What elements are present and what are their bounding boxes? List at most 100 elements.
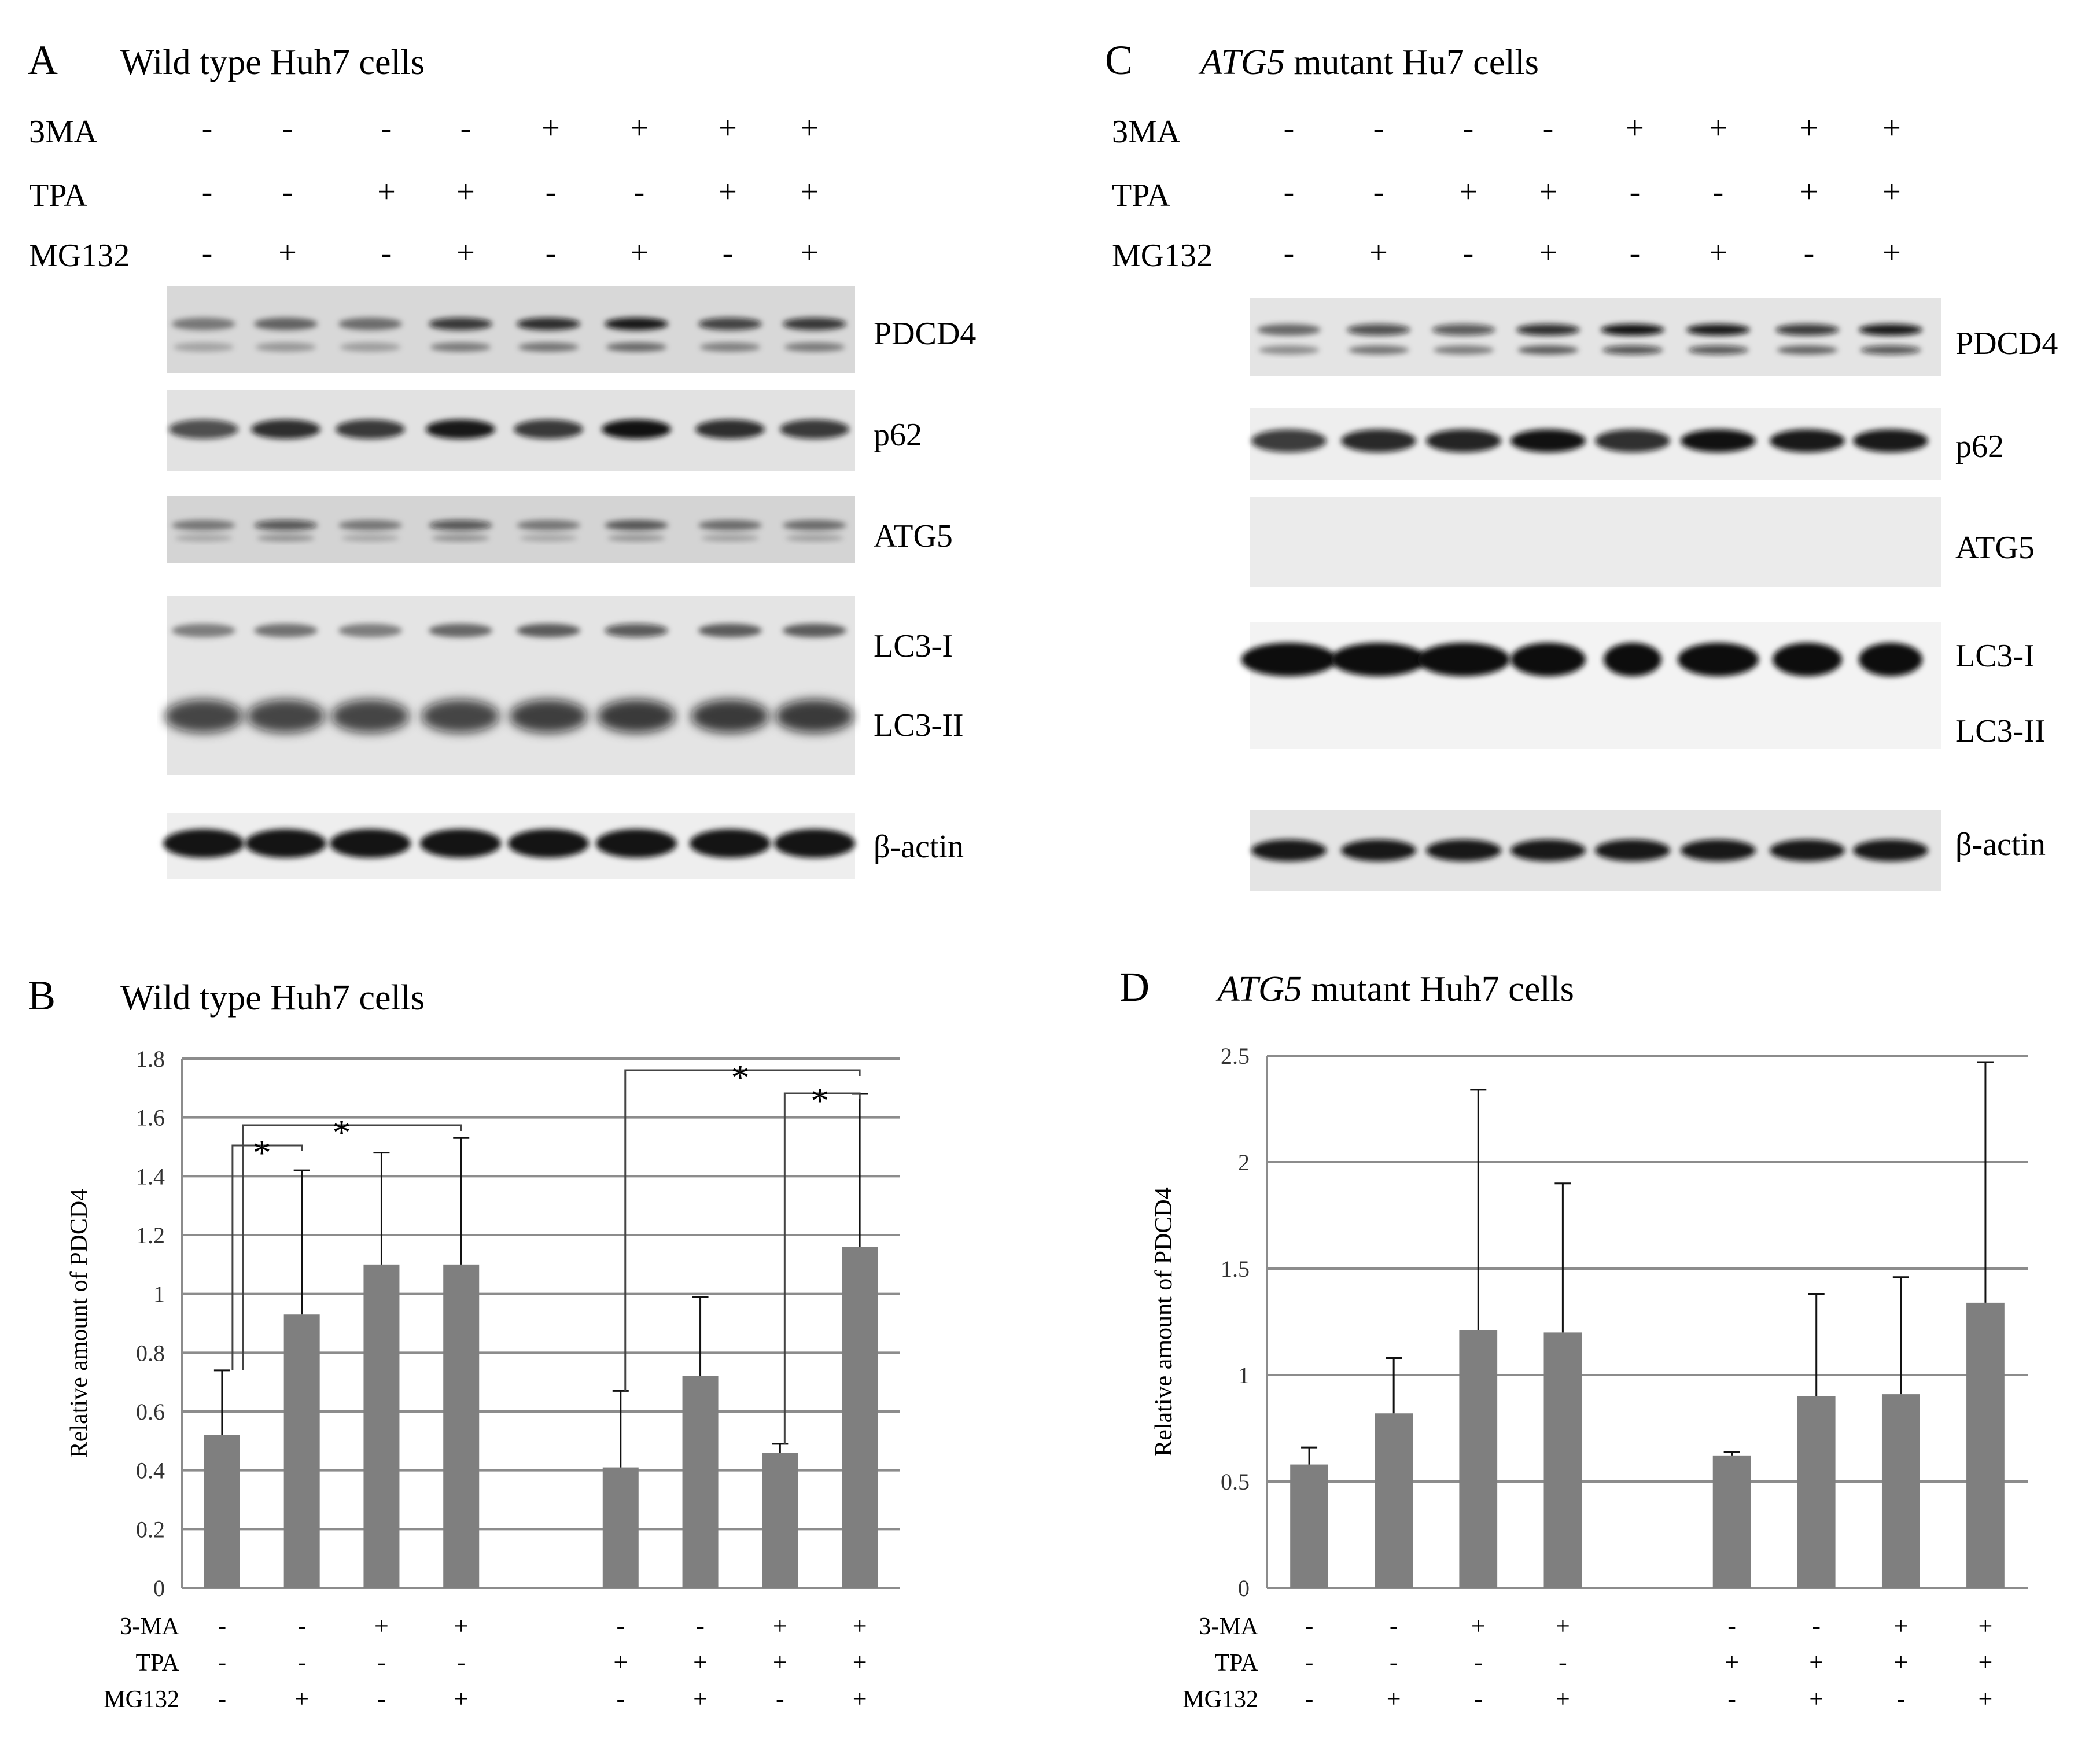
treatment-sign: + — [693, 1685, 708, 1713]
panel-a-treatment-sign: + — [278, 235, 297, 271]
panel-a-treatment-sign: + — [800, 174, 819, 210]
blot-label: ATG5 — [1955, 530, 2035, 566]
treatment-sign: - — [297, 1648, 306, 1676]
treatment-sign: + — [1809, 1685, 1823, 1713]
y-tick-label: 2.5 — [1221, 1043, 1250, 1069]
panel-c-treatment-name: 3MA — [1112, 114, 1181, 150]
band — [1341, 839, 1416, 861]
panel-c-treatment-sign: + — [1882, 235, 1901, 271]
band — [1859, 643, 1922, 676]
panel-c-title: ATG5 mutant Hu7 cells — [1198, 43, 1539, 82]
band — [1510, 839, 1586, 861]
panel-c-treatment-sign: - — [1463, 110, 1474, 146]
panel-a-blots — [163, 286, 855, 879]
panel-c-treatment-sign: + — [1539, 235, 1557, 271]
band — [784, 342, 845, 352]
band — [1681, 839, 1756, 861]
panel-b: B Wild type Huh7 cells 0 0.2 0.4 0.6 0.8 1 1.2… — [28, 972, 900, 1713]
treatment-sign: - — [1390, 1648, 1398, 1676]
panel-c-treatment-sign: + — [1709, 235, 1727, 271]
band — [336, 419, 405, 439]
band — [1516, 324, 1580, 336]
band — [1348, 345, 1409, 355]
panel-c-treatment-sign: + — [1539, 174, 1557, 210]
band — [1777, 345, 1838, 355]
band — [341, 535, 399, 541]
band — [517, 520, 580, 530]
y-tick-label: 0 — [1238, 1575, 1250, 1601]
band — [520, 535, 577, 541]
band — [1426, 839, 1501, 861]
band — [518, 342, 579, 352]
band — [508, 829, 589, 858]
blot-lc3 — [167, 596, 855, 775]
band — [255, 342, 316, 352]
band — [245, 829, 326, 858]
treatment-sign: + — [1979, 1612, 1993, 1640]
band — [429, 520, 492, 530]
band — [251, 419, 320, 439]
panel-c-treatment-name: TPA — [1112, 178, 1170, 213]
treatment-sign: + — [1893, 1648, 1908, 1676]
blot-pdcd4 — [1250, 298, 1941, 376]
treatment-name: 3-MA — [120, 1613, 179, 1640]
panel-c-blot-labels: PDCD4 p62 ATG5 LC3-I LC3-II β-actin — [1955, 326, 2058, 863]
band — [1773, 643, 1842, 676]
treatment-sign: - — [377, 1648, 386, 1676]
y-tick-label: 2 — [1238, 1149, 1250, 1175]
panel-c-treatment-sign: - — [1804, 235, 1815, 271]
treatment-sign: - — [776, 1685, 784, 1713]
panel-a: A Wild type Huh7 cells 3MA TPA MG132 - - -… — [28, 37, 976, 879]
band — [783, 520, 846, 530]
band — [1417, 643, 1510, 676]
band — [169, 419, 238, 439]
treatment-sign: - — [218, 1612, 227, 1640]
bar — [842, 1247, 878, 1588]
band — [690, 829, 771, 858]
treatment-sign: + — [374, 1612, 389, 1640]
band — [173, 342, 234, 352]
y-tick-label: 1.8 — [136, 1046, 165, 1072]
band — [432, 535, 489, 541]
blot-label: β-actin — [874, 829, 964, 865]
panel-c-treatment-sign: + — [1369, 235, 1388, 271]
panel-c-treatment-sign: - — [1373, 110, 1384, 146]
treatment-sign: + — [853, 1612, 867, 1640]
band — [775, 699, 854, 733]
panel-a-treatment-sign: + — [377, 174, 396, 210]
band — [421, 699, 500, 733]
band — [1510, 429, 1586, 452]
panel-c-blots — [1241, 298, 1941, 891]
band — [420, 829, 501, 858]
band — [163, 829, 244, 858]
chart-d: 0 0.5 1 1.5 2 2.5 Relative amount of PDCD4 3-MA… — [1151, 1043, 2028, 1713]
band — [605, 520, 668, 530]
treatment-sign: + — [1893, 1612, 1908, 1640]
panel-a-treatment-sign: + — [541, 110, 560, 146]
panel-a-treatment-name: TPA — [29, 178, 87, 213]
panel-a-treatment-sign: + — [456, 174, 475, 210]
band — [172, 318, 235, 330]
band — [340, 342, 401, 352]
blot-label: LC3-II — [874, 707, 964, 743]
panel-a-treatment-table: 3MA TPA MG132 - - - - + + + + - - + + - - + + - + - + - + - + — [29, 110, 819, 274]
panel-a-treatment-sign: - — [634, 174, 645, 210]
y-tick-label: 1 — [1238, 1362, 1250, 1388]
band — [1251, 429, 1327, 452]
band — [1770, 429, 1845, 452]
y-tick-label: 0.4 — [136, 1458, 165, 1484]
panel-d-title: ATG5 mutant Huh7 cells — [1215, 970, 1574, 1009]
treatment-sign: - — [1390, 1612, 1398, 1640]
band — [1433, 345, 1494, 355]
treatment-name: MG132 — [1182, 1686, 1258, 1713]
band — [172, 624, 235, 637]
panel-a-treatment-sign: - — [546, 174, 557, 210]
band — [1853, 429, 1928, 452]
panel-c-treatment-sign: + — [1800, 174, 1818, 210]
panel-a-treatment-sign: - — [202, 110, 213, 146]
panel-c-treatment-sign: - — [1373, 174, 1384, 210]
band — [1681, 429, 1756, 452]
band — [783, 624, 846, 637]
panel-c-treatment-name: MG132 — [1112, 238, 1213, 274]
